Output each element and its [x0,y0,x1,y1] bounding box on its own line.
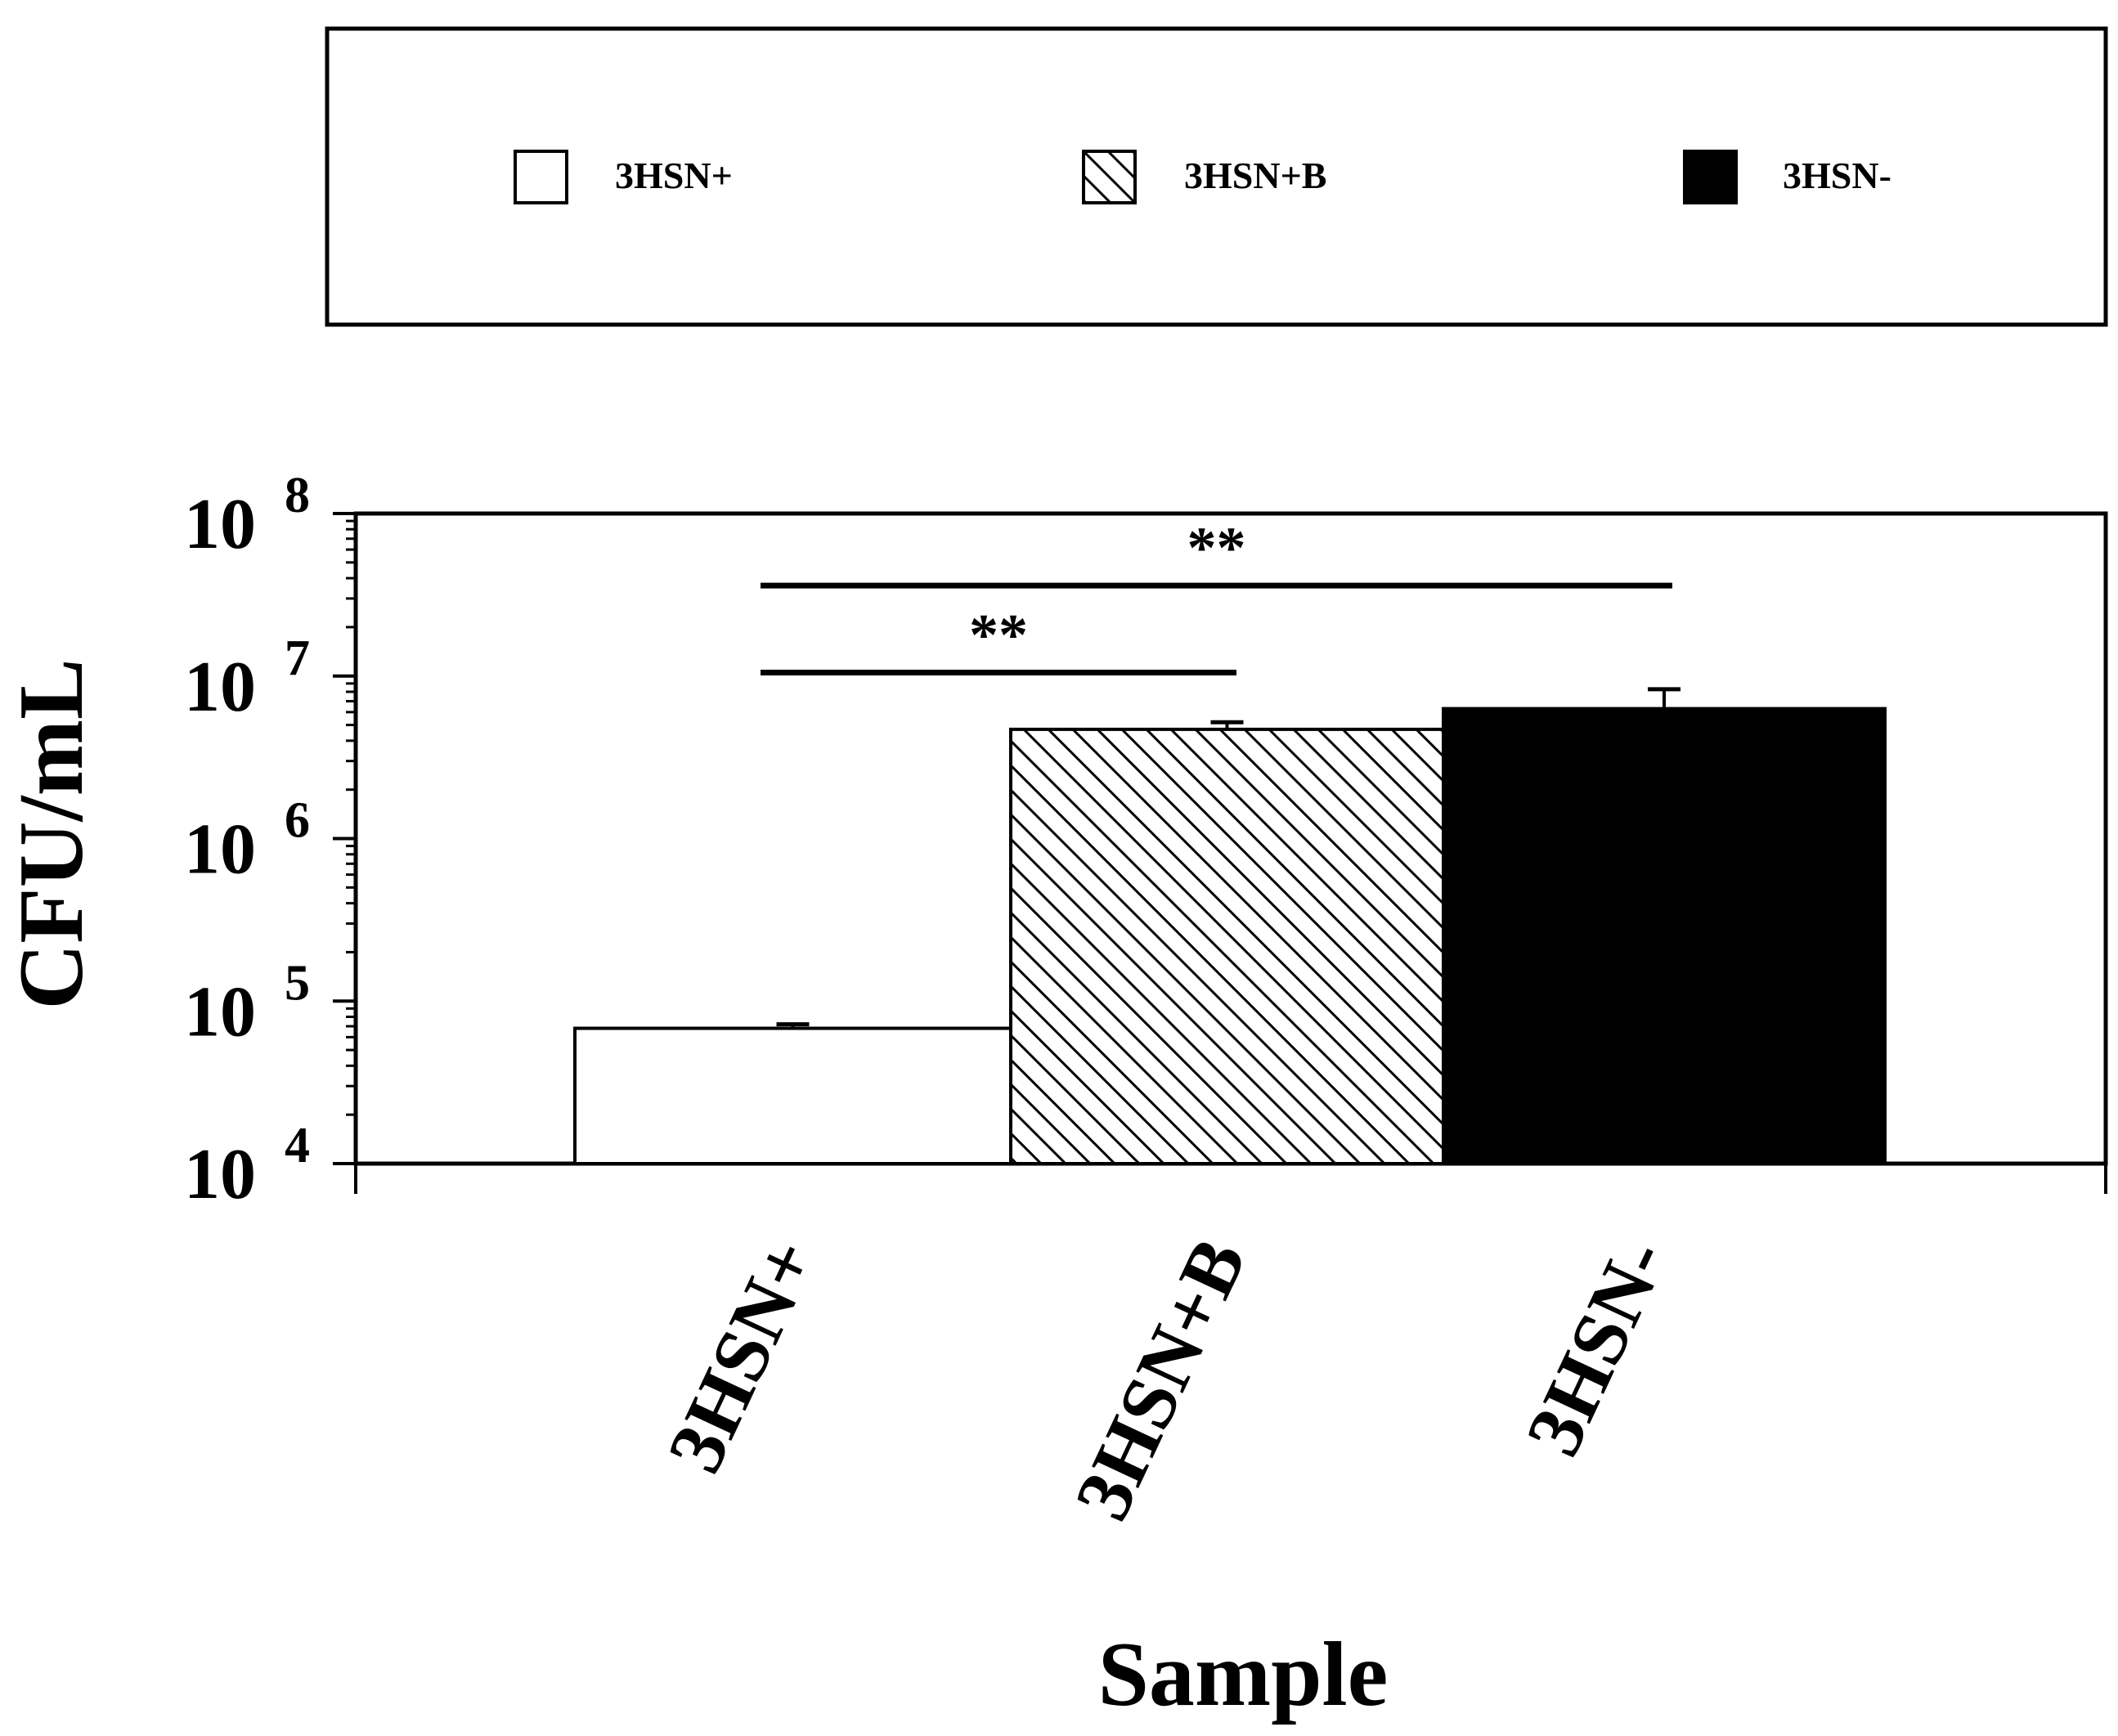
y-tick-exponent: 6 [285,793,310,849]
y-tick-exponent: 5 [285,955,310,1011]
legend-swatch-3hsn-minus [1683,150,1738,204]
legend-label-3hsn-minus: 3HSN- [1783,155,1891,196]
y-axis: 10 4 10 5 10 6 10 7 10 8 [184,468,356,1214]
y-tick-label: 10 [184,972,256,1052]
legend-swatch-3hsn-plus [514,150,568,204]
legend-label-3hsn-plus: 3HSN+ [615,155,733,196]
y-tick-label: 10 [184,485,256,564]
y-tick-exponent: 4 [285,1118,310,1173]
x-axis-label: Sample [1098,1624,1389,1725]
significance-annotations: ** ** [761,515,1672,676]
legend: 3HSN+ 3HSN+B 3HSN- [325,26,2108,327]
x-tick-label: 3HSN+B [1057,1226,1263,1532]
y-tick-label: 10 [184,648,256,727]
bars [573,707,1887,1165]
x-tick-labels: 3HSN+ 3HSN+B 3HSN- [650,1226,1684,1532]
y-tick-label: 10 [184,810,256,890]
legend-swatch-3hsn-plus-b [1082,150,1137,204]
legend-label-3hsn-plus-b: 3HSN+B [1184,155,1326,196]
significance-label: ** [1187,515,1246,581]
x-tick-label: 3HSN- [1509,1226,1684,1469]
y-tick-exponent: 7 [285,630,310,686]
bar-3HSN- [1442,707,1887,1165]
y-tick-label: 10 [184,1135,256,1214]
x-tick-label: 3HSN+ [650,1226,833,1485]
bar-3HSN+ [573,1026,1012,1165]
legend-frame [325,26,2108,327]
error-bars [776,687,1680,1029]
significance-label: ** [969,603,1028,668]
y-axis-label: CFU/mL [1,658,102,1009]
bar-3HSN+B [1009,727,1445,1165]
y-tick-exponent: 8 [285,468,310,523]
